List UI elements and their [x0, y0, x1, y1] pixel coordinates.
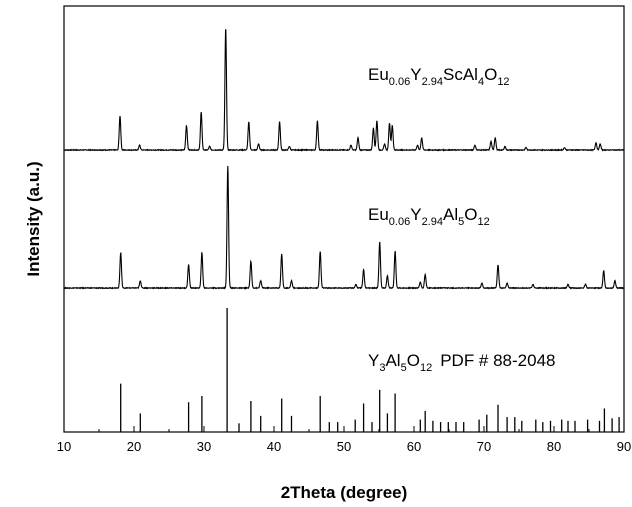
- pattern-panels: Eu0.06Y2.94ScAl4O12Eu0.06Y2.94Al5O12Y3Al…: [63, 28, 625, 432]
- x-axis-ticks: 10 20 30 40 50 60 70 80 90: [57, 426, 631, 454]
- label-subscript: 2.94: [422, 76, 443, 88]
- pattern-panel: Eu0.06Y2.94ScAl4O12: [63, 28, 625, 152]
- x-tick-label: 80: [547, 439, 561, 454]
- diffraction-profile: [63, 28, 625, 152]
- label-text: ScAl: [443, 65, 478, 84]
- pattern-label: Eu0.06Y2.94Al5O12: [368, 205, 490, 228]
- label-text: O: [464, 205, 477, 224]
- x-tick-label: 50: [337, 439, 351, 454]
- label-subscript: 3: [379, 362, 385, 374]
- label-subscript: 0.06: [389, 216, 410, 228]
- label-subscript: 12: [420, 362, 432, 374]
- x-tick-label: 70: [477, 439, 491, 454]
- x-tick-label: 20: [127, 439, 141, 454]
- label-text: Y: [410, 205, 421, 224]
- pattern-label: Y3Al5O12 PDF # 88-2048: [368, 351, 556, 374]
- pattern-panel: Y3Al5O12 PDF # 88-2048: [120, 308, 620, 432]
- x-tick-label: 90: [617, 439, 631, 454]
- pattern-label: Eu0.06Y2.94ScAl4O12: [368, 65, 510, 88]
- x-tick-label: 30: [197, 439, 211, 454]
- label-subscript: 0.06: [389, 76, 410, 88]
- diffraction-profile: [63, 165, 625, 290]
- label-suffix: PDF # 88-2048: [440, 351, 555, 370]
- x-tick-label: 60: [407, 439, 421, 454]
- x-tick-label: 40: [267, 439, 281, 454]
- label-text: O: [407, 351, 420, 370]
- label-text: O: [484, 65, 497, 84]
- label-text: Y: [368, 351, 379, 370]
- label-subscript: 12: [477, 216, 489, 228]
- label-text: Eu: [368, 65, 389, 84]
- label-subscript: 12: [497, 76, 509, 88]
- label-subscript: 2.94: [422, 216, 443, 228]
- label-subscript: 5: [401, 362, 407, 374]
- label-text: Eu: [368, 205, 389, 224]
- pattern-panel: Eu0.06Y2.94Al5O12: [63, 165, 625, 290]
- label-text: Al: [385, 351, 400, 370]
- label-text: Al: [443, 205, 458, 224]
- y-axis-label: Intensity (a.u.): [24, 161, 43, 276]
- x-axis-label: 2Theta (degree): [281, 483, 408, 502]
- label-text: Y: [410, 65, 421, 84]
- x-tick-label: 10: [57, 439, 71, 454]
- label-subscript: 5: [458, 216, 464, 228]
- label-subscript: 4: [478, 76, 484, 88]
